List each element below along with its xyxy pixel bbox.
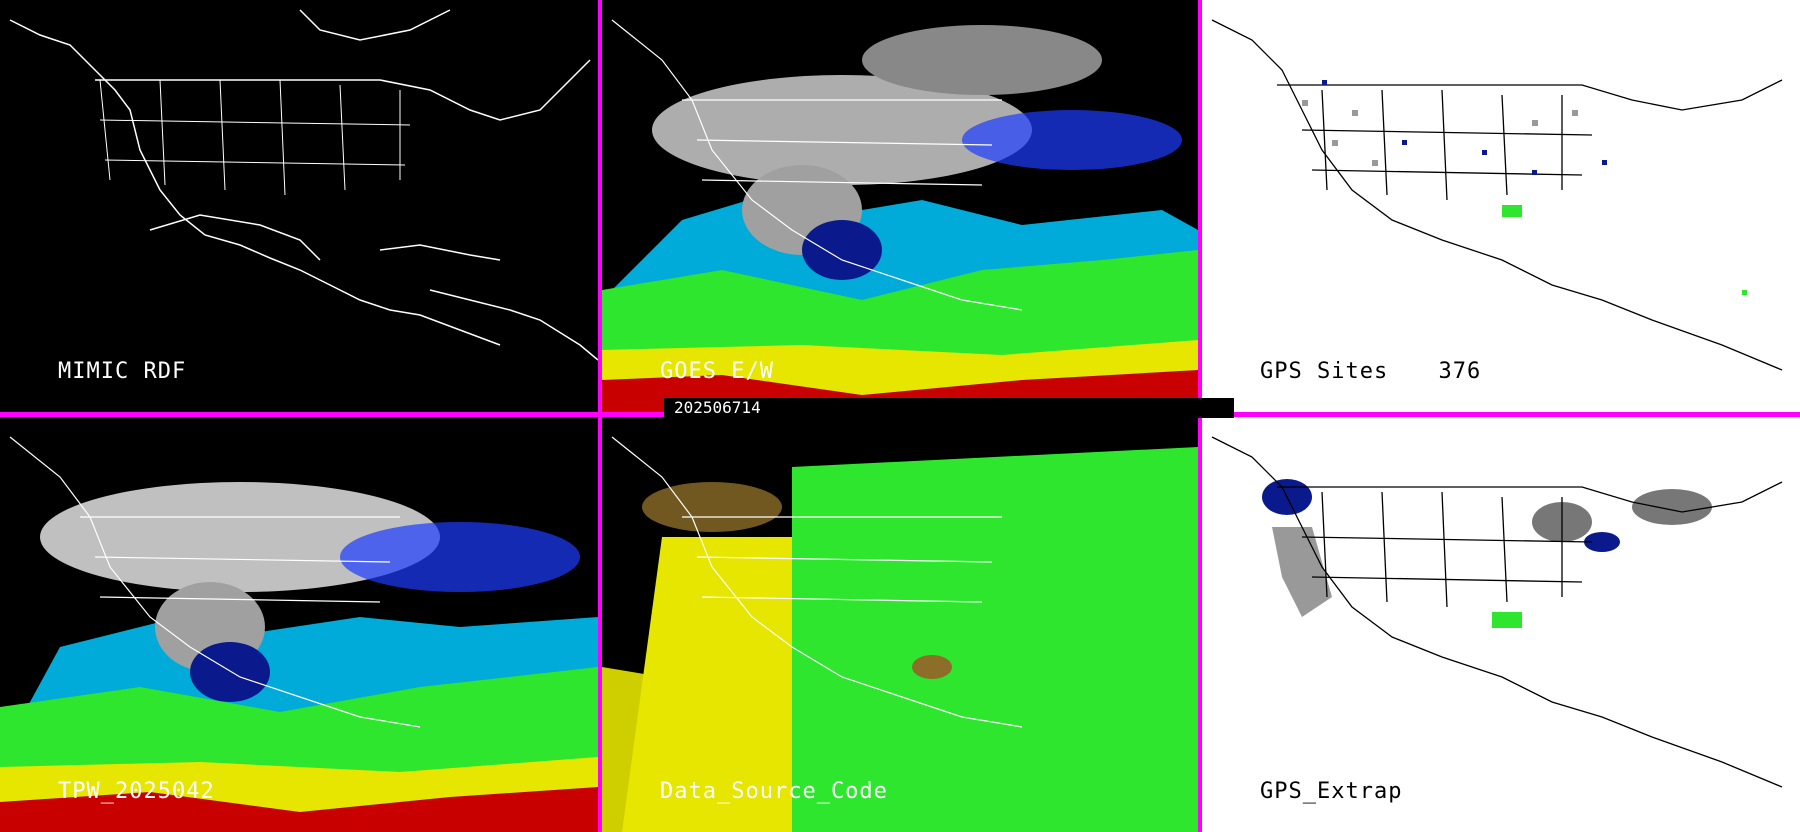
panel-mimic-rdf: MIMIC RDF — [0, 0, 598, 412]
panel-label: MIMIC RDF — [58, 359, 187, 384]
tpw-map — [0, 436, 598, 832]
panel-gps-sites: GPS Sites 376 — [1202, 0, 1800, 412]
panel-label: GPS_Extrap — [1260, 779, 1403, 804]
panel-tpw: TPW_2025042 — [0, 417, 598, 832]
panel-goes-ew: GOES E/W — [602, 0, 1198, 412]
panel-gps-extrap: GPS_Extrap — [1202, 417, 1800, 832]
goes-tpw-map — [602, 19, 1198, 412]
north-america-map — [9, 9, 598, 361]
gps-extrap-map — [1211, 436, 1783, 788]
panel-label: Data_Source_Code — [660, 779, 888, 804]
site-count: 376 — [1438, 359, 1482, 384]
gps-sites-map — [1211, 19, 1783, 371]
panel-label: GOES E/W — [660, 359, 774, 384]
panel-data-source-code: Data_Source_Code — [602, 417, 1198, 832]
coastline — [9, 9, 598, 361]
timestamp-bar: 202506714 — [664, 398, 1234, 418]
panel-label: GPS Sites — [1260, 359, 1389, 384]
data-source-map — [602, 436, 1198, 832]
panel-label: TPW_2025042 — [58, 779, 215, 804]
state-borders — [99, 79, 411, 196]
gps-sites-label: GPS Sites 376 — [1260, 359, 1481, 384]
